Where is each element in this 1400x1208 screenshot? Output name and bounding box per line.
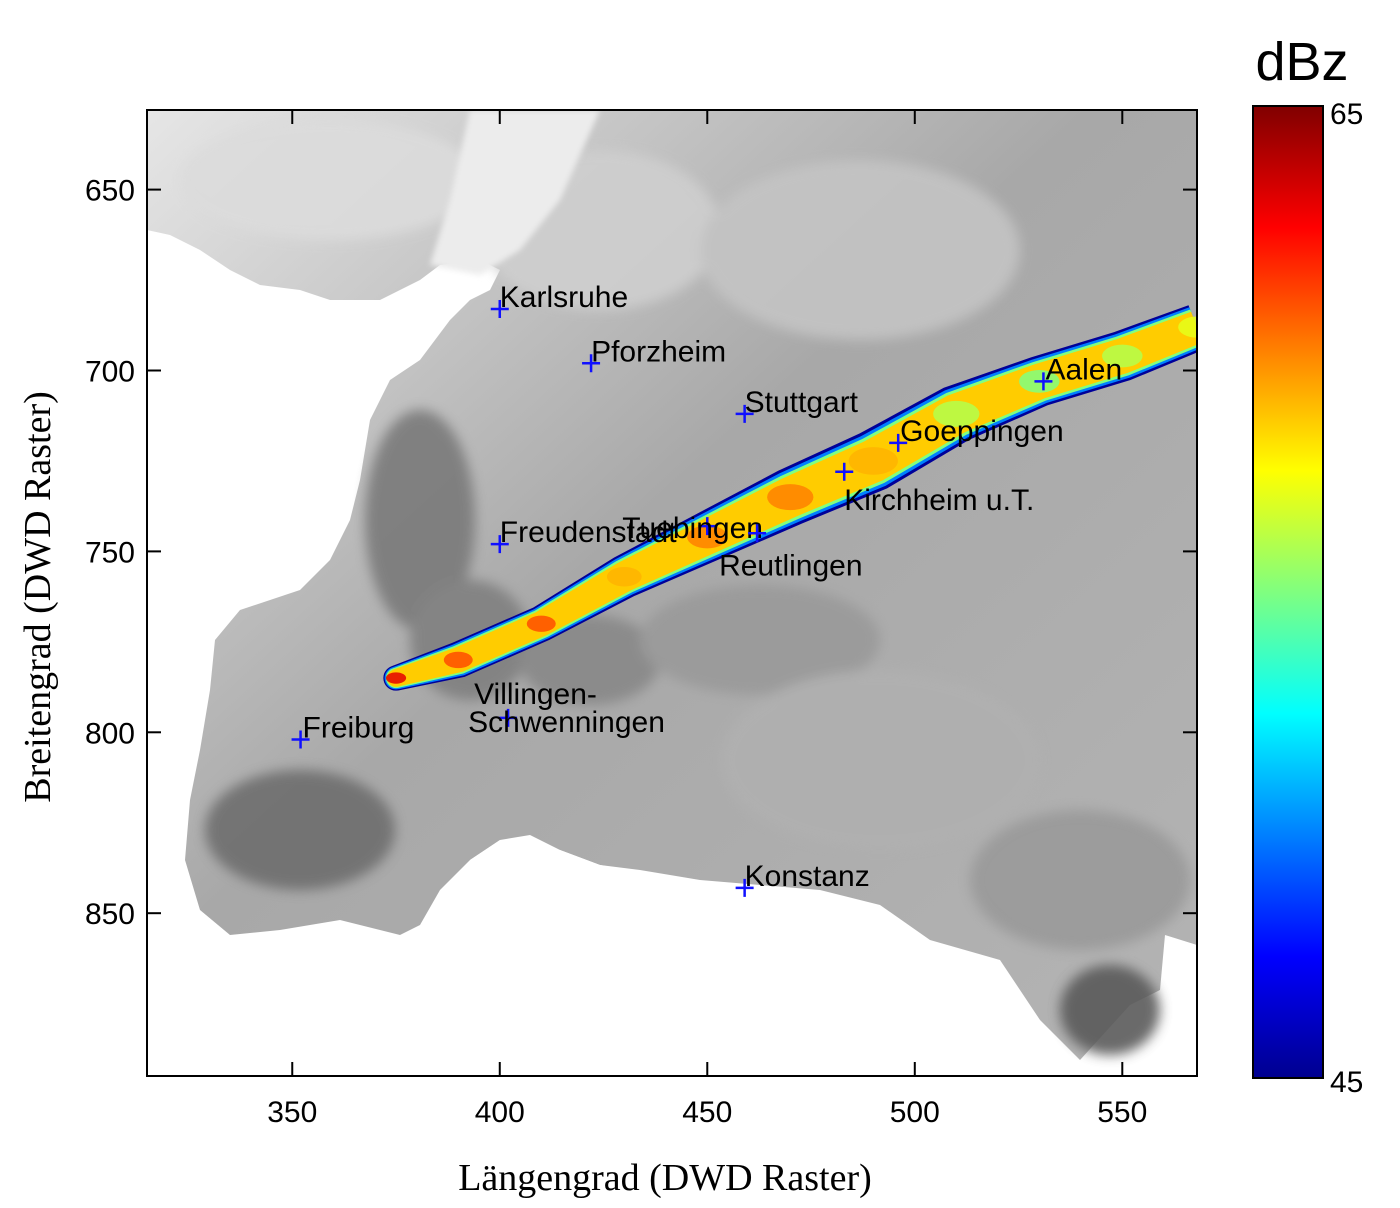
y-tick-label: 800 (85, 717, 135, 750)
city-label: Tuebingen (622, 512, 763, 545)
x-tick-label: 350 (267, 1096, 317, 1129)
swath-core-cell (848, 447, 898, 475)
city-label: Pforzheim (591, 335, 726, 368)
city-marker (748, 524, 767, 543)
x-tick-label: 400 (475, 1096, 525, 1129)
swath-core-cell (767, 484, 814, 511)
city-label: Aalen (1045, 353, 1122, 386)
city-marker (735, 878, 754, 897)
y-tick-label: 700 (85, 355, 135, 388)
city-label: Freudenstadt (500, 516, 677, 549)
city-marker (735, 404, 754, 423)
y-tick-label: 850 (85, 898, 135, 931)
y-axis-label: Breitengrad (DWD Raster) (17, 391, 59, 803)
city-label: Karlsruhe (500, 281, 628, 314)
plot-area: Karlsruhe Pforzheim Stuttgart Aalen Goepping… (147, 110, 1197, 1076)
swath-core-cell (606, 566, 642, 587)
x-tick-label: 450 (682, 1096, 732, 1129)
x-axis: 350 400 450 500 550 (267, 110, 1147, 1129)
city-marker (291, 730, 310, 749)
y-tick-label: 750 (85, 536, 135, 569)
city-marker (698, 517, 717, 536)
city-marker (499, 708, 518, 727)
city-label: Konstanz (745, 860, 870, 893)
city-marker (1034, 372, 1053, 391)
swath-core-cell (385, 672, 407, 684)
city-layer: Karlsruhe Pforzheim Stuttgart Aalen Goepping… (291, 281, 1122, 897)
colorbar-scale (1252, 105, 1324, 1079)
swath-core-cell (526, 615, 556, 632)
city-marker (582, 354, 601, 373)
swath-core-cell (687, 525, 728, 549)
x-axis-label: Längengrad (DWD Raster) (458, 1157, 872, 1199)
colorbar: dBz 65 45 (1252, 32, 1363, 1099)
swath-core-cell (933, 400, 980, 427)
plot-frame (146, 109, 1198, 1077)
city-label: Villingen-Schwenningen (468, 678, 665, 739)
swath-core-cell (1178, 316, 1197, 338)
y-tick-label: 650 (85, 175, 135, 208)
city-marker (490, 299, 509, 318)
city-label: Kirchheim u.T. (844, 484, 1034, 517)
x-tick-label: 500 (890, 1096, 940, 1129)
x-tick-label: 550 (1097, 1096, 1147, 1129)
city-marker (889, 433, 908, 452)
colorbar-max-label: 65 (1330, 98, 1363, 131)
y-axis: 650 700 750 800 850 (85, 175, 1197, 931)
city-label: Goeppingen (900, 415, 1063, 448)
city-label: Reutlingen (719, 549, 862, 582)
city-label: Freiburg (303, 712, 415, 745)
swath-core-cell (443, 651, 473, 669)
swath-core-cell (1102, 344, 1143, 368)
hail-swath (383, 305, 1197, 691)
colorbar-min-label: 45 (1330, 1066, 1363, 1099)
city-label: Stuttgart (745, 386, 859, 419)
city-marker (490, 535, 509, 554)
colorbar-unit: dBz (1255, 32, 1348, 92)
terrain-background (147, 110, 1197, 1060)
city-marker (835, 462, 854, 481)
